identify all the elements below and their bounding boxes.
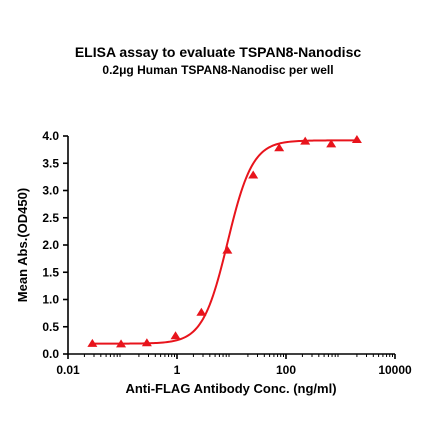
data-point xyxy=(248,170,259,179)
data-point xyxy=(116,339,127,348)
data-point xyxy=(351,135,362,144)
data-point xyxy=(222,245,233,254)
y-tick-label: 2.5 xyxy=(42,211,59,225)
data-point xyxy=(141,338,152,347)
y-tick-label: 3.0 xyxy=(42,184,59,198)
y-tick-label: 0.5 xyxy=(42,320,59,334)
data-point xyxy=(196,307,207,316)
y-tick-label: 4.0 xyxy=(42,129,59,143)
y-tick-label: 1.5 xyxy=(42,265,59,279)
x-tick-label: 1 xyxy=(174,363,181,377)
data-point xyxy=(300,136,311,145)
data-point xyxy=(326,139,337,148)
y-tick-label: 2.0 xyxy=(42,238,59,252)
x-tick-label: 0.01 xyxy=(56,363,80,377)
y-tick-label: 3.5 xyxy=(42,156,59,170)
y-axis-label: Mean Abs.(OD450) xyxy=(15,188,30,302)
x-tick-label: 100 xyxy=(276,363,296,377)
x-axis: 0.01 1 100 10000 xyxy=(56,353,412,377)
data-points xyxy=(87,135,362,348)
chart-subtitle: 0.2μg Human TSPAN8-Nanodisc per well xyxy=(102,63,333,77)
y-axis: 0.0 0.5 1.0 1.5 2.0 2.5 3.0 3.5 4.0 xyxy=(42,129,69,361)
fit-curve xyxy=(92,139,357,345)
data-point xyxy=(170,331,181,340)
data-point xyxy=(87,338,98,347)
chart-title: ELISA assay to evaluate TSPAN8-Nanodisc xyxy=(75,44,362,60)
x-axis-label: Anti-FLAG Antibody Conc. (ng/ml) xyxy=(125,381,336,396)
y-tick-label: 1.0 xyxy=(42,293,59,307)
y-tick-label: 0.0 xyxy=(42,347,59,361)
data-point xyxy=(274,143,285,152)
x-tick-label: 10000 xyxy=(378,363,412,377)
